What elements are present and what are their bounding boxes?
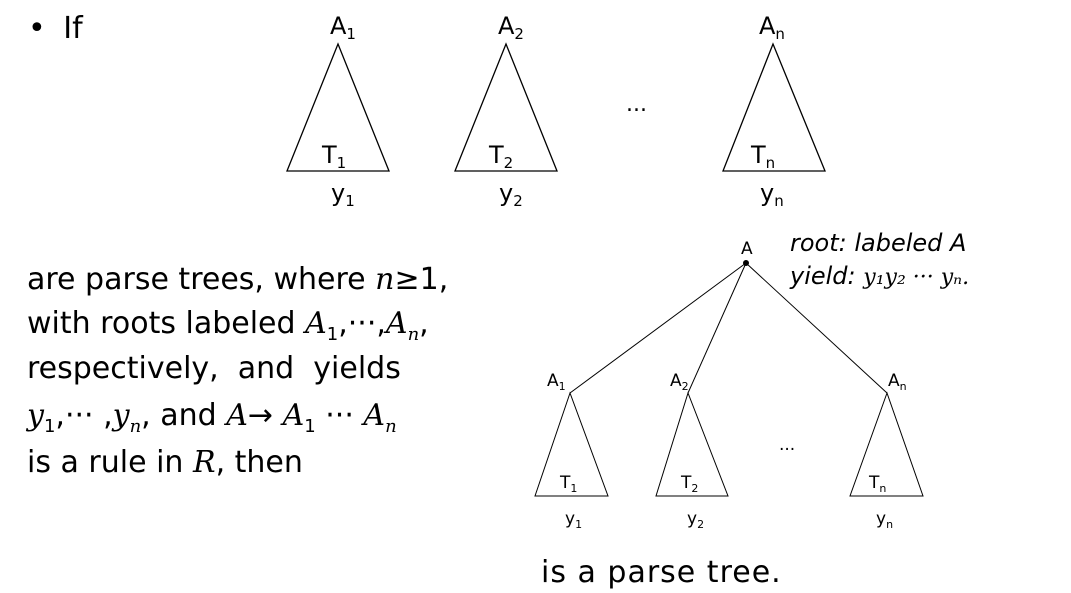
combined-tree: A A1 T1 y1 A2 T2 y2 ... An Tn yn bbox=[534, 239, 924, 531]
body-line-3: respectively, and yields bbox=[27, 351, 401, 386]
body-text: ,··· , bbox=[55, 398, 113, 433]
body-text: , and bbox=[141, 398, 227, 433]
tree-yield-label: y1 bbox=[331, 179, 355, 210]
arrow-icon: → bbox=[247, 398, 283, 433]
child-tree-label-2: T2 bbox=[680, 473, 698, 495]
tree-yield-label: y2 bbox=[499, 179, 523, 210]
math-A: A bbox=[226, 398, 248, 433]
child-root-label-n: An bbox=[888, 371, 907, 393]
combined-root-label: A bbox=[741, 239, 753, 259]
tree-name-label: Tn bbox=[750, 141, 775, 172]
math-A: A bbox=[385, 306, 408, 341]
tree-triangle bbox=[286, 42, 390, 172]
tree-triangle bbox=[722, 42, 826, 172]
root-annotation: root: labeled A bbox=[790, 229, 967, 257]
tree-root-label: An bbox=[759, 12, 785, 43]
top-tree-1: A1 T1 y1 bbox=[286, 12, 390, 210]
tree-name-label: T1 bbox=[321, 141, 346, 172]
yield-annotation: yield: y₁y₂ ··· yₙ. bbox=[790, 262, 969, 290]
body-text: ··· bbox=[315, 398, 364, 433]
body-line-1: are parse trees, where n≥1, bbox=[27, 263, 448, 297]
tree-yield-label: yn bbox=[760, 179, 784, 210]
body-text: , then bbox=[215, 445, 303, 480]
child-tree-label-1: T1 bbox=[559, 473, 577, 495]
tree-root-label: A1 bbox=[330, 12, 356, 43]
tree-triangle bbox=[454, 42, 558, 172]
body-text: are parse trees, where bbox=[27, 262, 376, 297]
conclusion-text: is a parse tree. bbox=[541, 555, 782, 590]
math-R: R bbox=[192, 445, 216, 480]
child-triangle-n bbox=[849, 391, 924, 497]
combined-ellipsis: ... bbox=[779, 435, 795, 455]
body-text: , bbox=[419, 306, 429, 341]
child-yield-label-n: yn bbox=[876, 509, 893, 531]
bullet-line: • If bbox=[28, 12, 83, 46]
math-A: A bbox=[282, 398, 305, 433]
math-sub: 1 bbox=[43, 416, 56, 437]
child-root-label-2: A2 bbox=[670, 371, 689, 393]
child-yield-label-2: y2 bbox=[687, 509, 704, 531]
math-sub: n bbox=[129, 416, 142, 437]
math-sub: n bbox=[385, 416, 397, 437]
math-A: A bbox=[305, 306, 327, 341]
body-line-4: y1,··· ,yn, and A→ A1 ··· An bbox=[27, 399, 397, 444]
child-tree-label-n: Tn bbox=[868, 473, 886, 495]
child-triangle-1 bbox=[534, 391, 609, 497]
math-sub: 1 bbox=[326, 324, 339, 345]
body-line-5: is a rule in R, then bbox=[27, 446, 303, 480]
math-y: y bbox=[27, 398, 44, 433]
tree-root-label: A2 bbox=[498, 12, 524, 43]
if-word: If bbox=[63, 11, 83, 46]
math-A: A bbox=[363, 398, 386, 433]
child-yield-label-1: y1 bbox=[565, 509, 582, 531]
body-text: ,···, bbox=[338, 306, 386, 341]
top-tree-n: An Tn yn bbox=[722, 12, 826, 210]
bullet-icon: • bbox=[28, 11, 46, 46]
yield-annotation-label: yield: bbox=[790, 262, 856, 290]
body-line-2: with roots labeled A1,···,An, bbox=[27, 307, 429, 352]
child-triangle-2 bbox=[655, 391, 729, 497]
body-text: is a rule in bbox=[27, 445, 193, 480]
edge-to-child-n bbox=[745, 262, 888, 394]
top-ellipsis: ... bbox=[626, 92, 647, 117]
math-n: n bbox=[375, 262, 395, 297]
top-tree-2: A2 T2 y2 bbox=[454, 12, 558, 210]
math-y: y bbox=[112, 398, 130, 433]
yield-annotation-math: y₁y₂ ··· yₙ. bbox=[863, 265, 970, 290]
edge-to-child-1 bbox=[569, 262, 747, 394]
body-text: with roots labeled bbox=[27, 306, 306, 341]
edge-to-child-2 bbox=[687, 262, 747, 394]
math-sub: n bbox=[407, 324, 420, 345]
child-root-label-1: A1 bbox=[547, 371, 566, 393]
math-sub: 1 bbox=[304, 416, 316, 437]
tree-name-label: T2 bbox=[488, 141, 513, 172]
body-text: ≥1, bbox=[394, 262, 449, 297]
